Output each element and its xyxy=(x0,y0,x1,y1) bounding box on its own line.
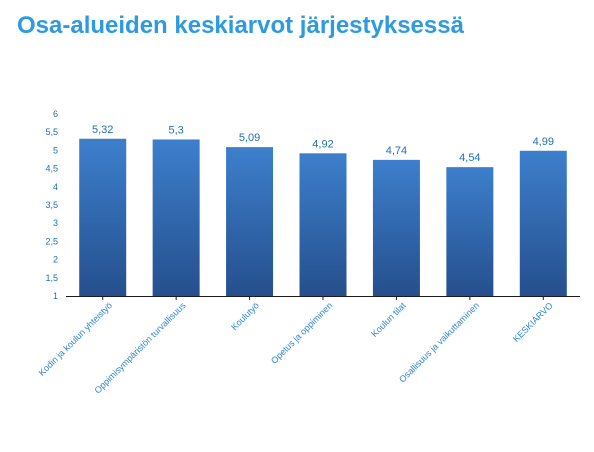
y-tick-label: 2,5 xyxy=(45,236,58,246)
data-label: 4,74 xyxy=(386,145,407,157)
bar xyxy=(79,138,127,296)
y-tick-label: 3,5 xyxy=(45,200,58,210)
bar xyxy=(152,139,200,296)
category-label: Opetus ja oppiminen xyxy=(269,300,334,365)
chart-title: Osa-alueiden keskiarvot järjestyksessä xyxy=(17,12,464,39)
category-label: Koulutyö xyxy=(229,300,261,332)
y-tick-label: 6 xyxy=(53,109,58,119)
y-tick-label: 2 xyxy=(53,255,58,265)
data-label: 4,99 xyxy=(533,136,554,148)
data-label: 4,92 xyxy=(312,138,333,150)
y-tick-label: 3 xyxy=(53,218,58,228)
bar xyxy=(446,167,494,296)
y-tick-label: 1,5 xyxy=(45,273,58,283)
y-tick-label: 4 xyxy=(53,182,58,192)
y-tick-label: 5,5 xyxy=(45,127,58,137)
y-tick-label: 5 xyxy=(53,145,58,155)
data-label: 5,3 xyxy=(168,124,183,136)
category-label: KESKIARVO xyxy=(511,300,555,344)
y-tick-label: 1 xyxy=(53,291,58,301)
data-label: 5,09 xyxy=(239,132,260,144)
data-label: 4,54 xyxy=(459,152,480,164)
bar xyxy=(226,147,274,296)
category-label: Kodin ja koulun yhteistyö xyxy=(37,300,114,377)
data-label: 5,32 xyxy=(92,124,113,136)
category-label: Osallisuus ja vaikuttaminen xyxy=(397,300,481,384)
y-tick-label: 4,5 xyxy=(45,164,58,174)
y-axis: 1 1,5 2 2,5 3 3,5 4 4,5 5 5,5 6 xyxy=(45,109,58,301)
category-label: Koulun tilat xyxy=(369,300,408,339)
x-axis: Kodin ja koulun yhteistyöOppimisympärist… xyxy=(37,296,580,395)
bars: 5,32 5,3 5,09 4,92 4,74 4,54 4,99 xyxy=(79,124,567,296)
bar xyxy=(299,153,347,296)
bar xyxy=(519,150,567,296)
bar xyxy=(372,159,420,296)
